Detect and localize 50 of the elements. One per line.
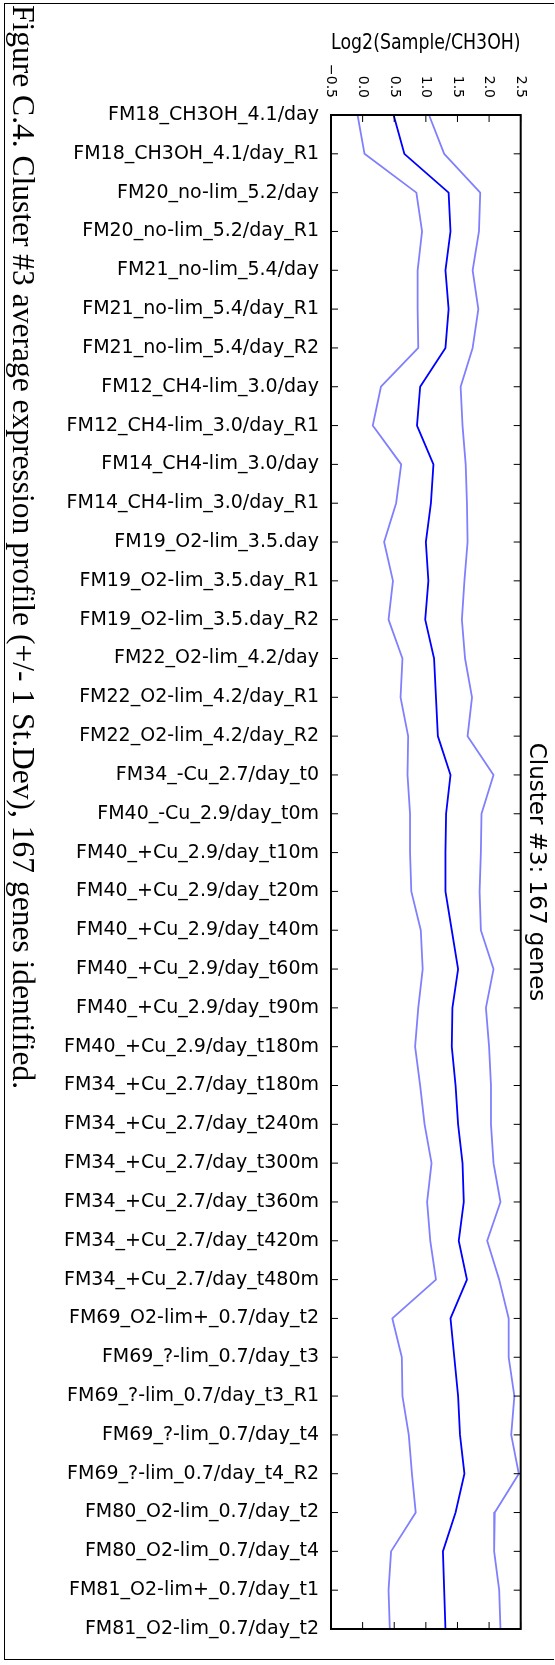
y-tick-label: FM19_O2-lim_3.5.day_R2 (79, 606, 319, 630)
y-tick-label: FM34_+Cu_2.7/day_t180m (63, 1072, 319, 1096)
y-tick-label: FM34_+Cu_2.7/day_t360m (63, 1188, 319, 1212)
y-tick-label: FM20_no-lim_5.2/day_R1 (82, 218, 319, 242)
y-tick-label: FM18_CH3OH_4.1/day (108, 101, 319, 125)
y-tick-label: FM21_no-lim_5.4/day_R2 (82, 334, 319, 358)
y-tick-label: FM19_O2-lim_3.5.day (114, 528, 319, 552)
x-tick-label: 1.0 (419, 75, 436, 98)
y-tick-label: FM34_-Cu_2.7/day_t0 (115, 761, 319, 785)
y-tick-label: FM40_+Cu_2.9/day_t60m (76, 955, 319, 979)
text: Cluster #3: 167 genes (525, 742, 552, 1002)
y-tick-label: FM20_no-lim_5.2/day (116, 179, 319, 203)
y-tick-label: FM40_+Cu_2.9/day_t90m (76, 994, 319, 1018)
x-tick-label: 2.5 (514, 75, 531, 98)
y-tick-label: FM12_CH4-lim_3.0/day (101, 373, 319, 397)
x-axis-title: Log2(Sample/CH3OH) (331, 29, 521, 55)
y-tick-label: FM22_O2-lim_4.2/day_R1 (79, 684, 319, 708)
y-tick-label: FM22_O2-lim_4.2/day (113, 645, 319, 669)
y-tick-label: FM14_CH4-lim_3.0/day_R1 (66, 490, 319, 514)
y-tick-label: FM22_O2-lim_4.2/day_R2 (79, 723, 319, 747)
y-tick-label: FM69_?-lim_0.7/day_t3_R1 (67, 1383, 319, 1407)
x-tick-label: −0.5 (324, 64, 341, 98)
x-tick-label: 0.5 (387, 75, 404, 98)
y-tick-label: FM69_?-lim_0.7/day_t4 (101, 1421, 319, 1445)
y-tick-label: FM40_+Cu_2.9/day_t10m (76, 839, 319, 863)
y-tick-label: FM19_O2-lim_3.5.day_R1 (79, 567, 319, 591)
y-tick-label: FM69_?-lim_0.7/day_t4_R2 (67, 1460, 319, 1484)
x-tick-label: 2.0 (482, 75, 499, 98)
text: Figure C.4. Cluster #3 average expression profile (+/- 1 St.Dev), 167 genes identified. (5, 5, 41, 1090)
y-tick-label: FM81_O2-lim+_0.7/day_t1 (69, 1577, 319, 1601)
y-tick-label: FM21_no-lim_5.4/day_R1 (82, 296, 319, 320)
y-tick-label: FM34_+Cu_2.7/day_t300m (63, 1150, 319, 1174)
y-tick-label: FM69_O2-lim+_0.7/day_t2 (69, 1305, 319, 1329)
y-tick-label: FM40_+Cu_2.9/day_t20m (76, 878, 319, 902)
x-tick-label: 1.5 (450, 75, 467, 98)
y-tick-label: FM69_?-lim_0.7/day_t3 (101, 1344, 319, 1368)
y-tick-label: FM34_+Cu_2.7/day_t240m (63, 1111, 319, 1135)
y-tick-label: FM14_CH4-lim_3.0/day (101, 451, 319, 475)
y-tick-label: FM21_no-lim_5.4/day (116, 257, 319, 281)
y-tick-label: FM40_+Cu_2.9/day_t40m (76, 917, 319, 941)
y-tick-label: FM40_+Cu_2.9/day_t180m (63, 1033, 319, 1057)
y-tick-label: FM40_-Cu_2.9/day_t0m (97, 800, 319, 824)
y-tick-label: FM18_CH3OH_4.1/day_R1 (73, 140, 319, 164)
y-tick-label: FM34_+Cu_2.7/day_t480m (63, 1266, 319, 1290)
y-tick-label: FM12_CH4-lim_3.0/day_R1 (66, 412, 319, 436)
y-tick-label: FM81_O2-lim_0.7/day_t2 (84, 1615, 319, 1639)
x-tick-label: 0.0 (355, 75, 372, 98)
y-tick-label: FM34_+Cu_2.7/day_t420m (63, 1227, 319, 1251)
y-tick-label: FM80_O2-lim_0.7/day_t2 (84, 1499, 319, 1523)
y-tick-label: FM80_O2-lim_0.7/day_t4 (84, 1538, 319, 1562)
